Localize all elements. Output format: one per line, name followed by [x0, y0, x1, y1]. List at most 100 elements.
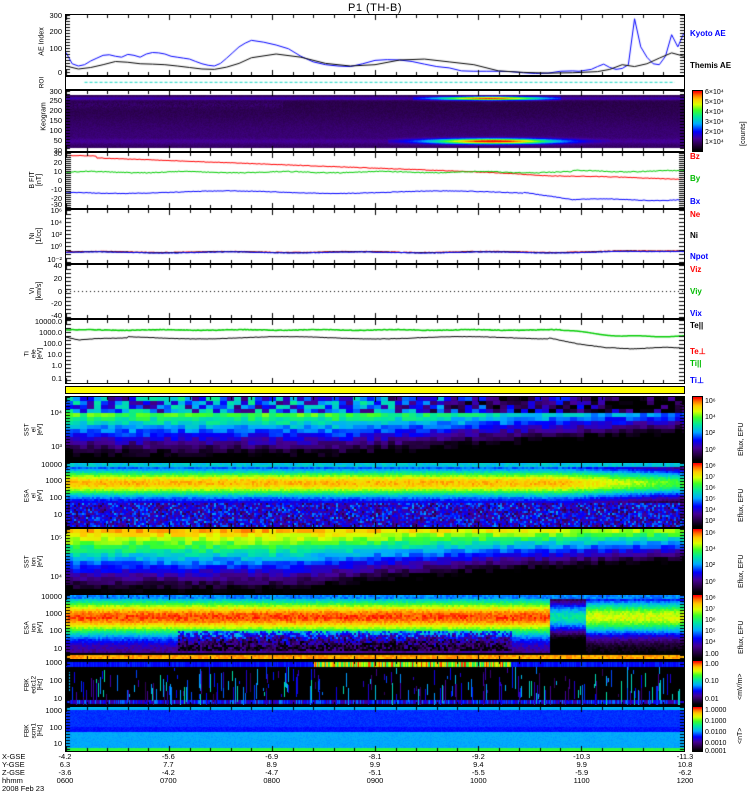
- ytick: -20: [51, 194, 62, 203]
- x-axis-value: -5.9: [575, 768, 589, 777]
- x-axis-value: -4.7: [265, 768, 279, 777]
- panel-b-fit: [65, 152, 685, 209]
- panel-ni: [65, 209, 685, 264]
- ytick: 100: [49, 44, 62, 53]
- ytick: 10: [53, 510, 62, 519]
- ytick: 40: [53, 261, 62, 270]
- ytick: 10⁰: [50, 242, 62, 251]
- colorbar-tick: 1.00: [705, 661, 719, 668]
- ytick: 1000: [45, 476, 62, 485]
- x-axis-value: 0900: [366, 776, 384, 785]
- legend-bz: Bz: [690, 152, 700, 161]
- legend-npot: Npot: [690, 252, 709, 261]
- colorbar-tick: 10⁴: [705, 546, 716, 553]
- panel-roi: [65, 76, 685, 90]
- ytick: 10⁴: [50, 572, 62, 581]
- colorbar-tick: 10²: [705, 430, 716, 437]
- colorbar-title: Eflux, EFU: [738, 620, 745, 654]
- ytick: 300: [49, 11, 62, 20]
- ytick: -30: [51, 200, 62, 209]
- ytick: 20: [53, 274, 62, 283]
- x-axis-date: 2008 Feb 23: [2, 784, 45, 793]
- ytick: 10⁴: [50, 218, 62, 227]
- panel-fbk-e12: [65, 660, 685, 706]
- colorbar-tick: 10⁸: [705, 595, 716, 602]
- ytick: 100: [49, 723, 62, 732]
- ytick: 100: [49, 493, 62, 502]
- x-axis-value: -10.3: [573, 752, 591, 761]
- ytick: 10000: [41, 592, 62, 601]
- colorbar-tick: 0.10: [705, 678, 719, 685]
- x-axis-value: 7.7: [163, 760, 174, 769]
- x-axis-value: 9.9: [369, 760, 381, 769]
- x-axis-value: -9.2: [471, 752, 485, 761]
- ytick: 200: [49, 27, 62, 36]
- x-axis-row-label: hhmm: [2, 776, 23, 785]
- ytick: 50: [53, 136, 62, 145]
- ytick: 10⁵: [50, 533, 62, 542]
- x-axis-value: -8.1: [368, 752, 382, 761]
- ytick: 20: [53, 158, 62, 167]
- ytick: 0: [57, 68, 62, 77]
- ytick: 200: [49, 106, 62, 115]
- x-axis-value: 1100: [573, 776, 590, 785]
- colorbar-tick: 10⁷: [705, 606, 716, 613]
- panel-esa-e: [65, 462, 685, 528]
- colorbar-tick: 0.0001: [705, 748, 727, 755]
- panel-fbk-scm: [65, 706, 685, 752]
- ytick: 10: [53, 167, 62, 176]
- ytick: 100: [49, 676, 62, 685]
- ytick: 1000.0: [39, 328, 62, 337]
- ytick: 10000.0: [34, 317, 62, 326]
- colorbar-tick: 10⁴: [705, 414, 716, 421]
- colorbar-tick: 10⁴: [705, 507, 716, 514]
- colorbar-sst-e: [692, 396, 703, 462]
- colorbar-tick: 10⁶: [705, 617, 716, 624]
- ytick: 10.0: [47, 350, 62, 359]
- colorbar-tick: 10⁶: [705, 485, 716, 492]
- panel-vi: [65, 264, 685, 319]
- ytick: 0.1: [51, 374, 62, 383]
- colorbar-tick: 0.01: [705, 696, 719, 703]
- colorbar-fbk-e12: [692, 660, 703, 706]
- colorbar-title: Eflux, EFU: [738, 554, 745, 588]
- colorbar-esa-e: [692, 462, 703, 528]
- colorbar-tick: 10³: [705, 518, 716, 525]
- x-axis-value: 1200: [676, 776, 694, 785]
- x-axis-value: 9.4: [473, 760, 484, 769]
- x-axis-value: -3.6: [58, 768, 72, 777]
- colorbar-tick: 6×10⁴: [705, 89, 724, 96]
- ytick: 10⁴: [50, 408, 62, 417]
- ytick: 100: [49, 126, 62, 135]
- colorbar-tick: 0.1000: [705, 718, 727, 725]
- ytick: 10: [53, 694, 62, 703]
- legend-ni: Ni: [690, 231, 698, 240]
- ytick: 10⁻²: [47, 255, 62, 264]
- ytick: 10²: [51, 230, 62, 239]
- colorbar-tick: 1×10⁴: [705, 139, 724, 146]
- colorbar-tick: 10⁰: [705, 447, 716, 454]
- ytick: 100: [49, 626, 62, 635]
- ytick: 300: [49, 87, 62, 96]
- panel-ae-index: [65, 14, 685, 76]
- colorbar-tick: 10⁶: [705, 530, 716, 537]
- colorbar-tick: 1.0000: [705, 707, 727, 714]
- colorbar-tick: 10⁴: [705, 639, 716, 646]
- colorbar-tick: 2×10⁴: [705, 129, 724, 136]
- ytick: -10: [51, 185, 62, 194]
- legend-te-perp: Te⊥: [690, 347, 706, 356]
- panel-sst-e: [65, 396, 685, 462]
- legend-ti-par: Ti||: [690, 359, 702, 368]
- ytick: 30: [53, 146, 62, 155]
- colorbar-tick: 10⁰: [705, 579, 716, 586]
- ytick: 1.0: [51, 361, 62, 370]
- colorbar-tick: 5×10⁴: [705, 99, 724, 106]
- x-axis-value: -4.2: [161, 768, 175, 777]
- ytick: 1000: [45, 658, 62, 667]
- ytick: 30: [53, 149, 62, 158]
- legend-themis-ae: Themis AE: [690, 61, 732, 70]
- x-axis-value: -5.5: [471, 768, 485, 777]
- legend-kyoto-ae: Kyoto AE: [690, 29, 726, 38]
- colorbar-esa-i: [692, 594, 703, 660]
- panel-sst-i-ylabel: SST ion [eV]: [23, 555, 44, 569]
